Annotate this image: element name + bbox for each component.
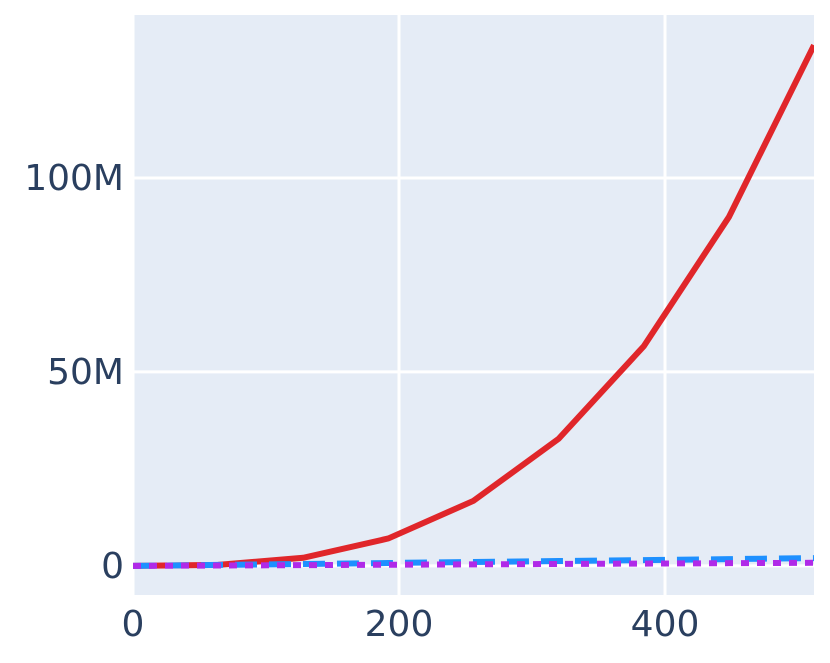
x-tick-label: 400 (631, 604, 700, 645)
plot-area (133, 15, 814, 595)
x-tick-label: 0 (122, 604, 145, 645)
y-tick-label: 0 (101, 546, 124, 587)
series-line (133, 559, 814, 569)
y-tick-label: 50M (47, 352, 124, 393)
y-tick-label: 100M (24, 158, 124, 199)
x-tick-label: 200 (365, 604, 434, 645)
